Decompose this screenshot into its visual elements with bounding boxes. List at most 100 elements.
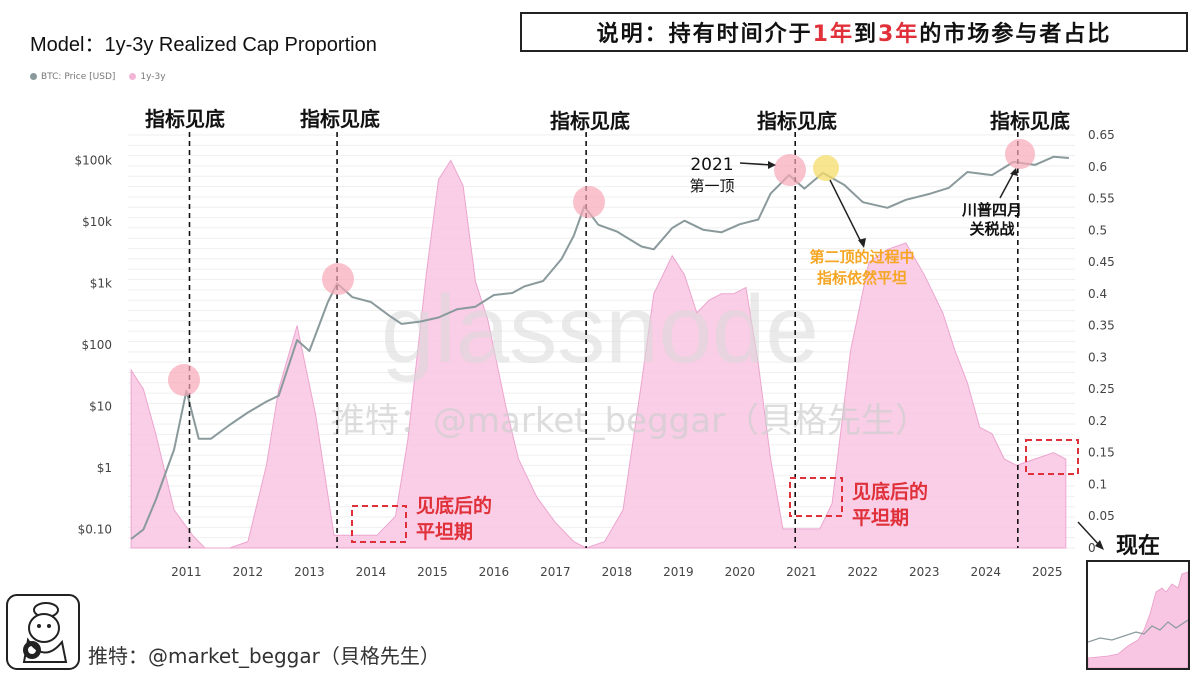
x-tick-label: 2015	[417, 565, 448, 579]
highlight-circle-2025	[1005, 139, 1035, 169]
highlight-circle-2017	[573, 186, 605, 218]
avatar	[6, 594, 80, 670]
avatar-body	[22, 637, 68, 663]
now-label: 现在	[1116, 534, 1161, 559]
price-series-line	[130, 155, 1069, 540]
x-tick-label: 2024	[971, 565, 1002, 579]
inset-price	[1088, 619, 1188, 643]
peak-2021-arrowhead	[768, 161, 776, 169]
legend-dot-price	[30, 73, 37, 80]
x-tick-label: 2023	[909, 565, 940, 579]
x-tick-label: 2011	[171, 565, 202, 579]
tariff-arrow	[999, 171, 1015, 199]
bottom-label-2: 指标见底	[300, 107, 380, 131]
current-box-2025	[1025, 439, 1079, 475]
legend-label-ratio: 1y-3y	[140, 72, 166, 82]
tariff-label-line2: 关税战	[969, 220, 1014, 238]
second-top-arrow	[829, 179, 863, 245]
right-tick-label: 0.5	[1088, 223, 1107, 237]
x-tick-label: 2021	[786, 565, 817, 579]
right-tick-label: 0.6	[1088, 160, 1107, 174]
x-tick-label: 2017	[540, 565, 571, 579]
axis-layer: 2011 2012 2013 2014 2015 2016 2017 2018 2019 2020…	[75, 128, 1115, 579]
explanation-highlight-3y: 3年	[878, 22, 920, 47]
peak-2021-year: 2021	[690, 155, 733, 175]
avatar-face	[28, 613, 60, 643]
right-tick-label: 0.15	[1088, 446, 1115, 460]
right-tick-label: 0.1	[1088, 478, 1107, 492]
explanation-highlight-1y: 1年	[812, 22, 854, 47]
left-tick-label: $1k	[90, 277, 112, 291]
right-tick-label: 0.25	[1088, 382, 1115, 396]
right-tick-label: 0.4	[1088, 287, 1107, 301]
now-arrowhead	[1095, 540, 1104, 550]
explanation-prefix: 说明：持有时间介于	[596, 22, 813, 47]
left-tick-label: $0.10	[78, 523, 112, 537]
left-tick-label: $1	[97, 461, 112, 475]
annotation-layer: 指标见底 指标见底 指标见底 指标见底 指标见底 2021 第一顶 川普四月 关…	[145, 107, 1104, 550]
explanation-mid: 到	[853, 22, 878, 47]
x-tick-label: 2025	[1032, 565, 1063, 579]
bottom-label-3: 指标见底	[550, 109, 630, 133]
highlight-circle-2021b	[813, 155, 839, 181]
x-tick-label: 2019	[663, 565, 694, 579]
bottom-label-1: 指标见底	[145, 107, 225, 131]
right-tick-label: 0.2	[1088, 414, 1107, 428]
explanation-suffix: 的市场参与者占比	[919, 22, 1112, 47]
inset-area	[1088, 571, 1188, 668]
second-top-line2: 指标依然平坦	[817, 269, 907, 287]
now-arrow	[1077, 521, 1101, 547]
x-tick-label: 2016	[479, 565, 510, 579]
right-tick-label: 0.45	[1088, 255, 1115, 269]
watermark-glassnode: glassnode	[381, 276, 819, 383]
left-tick-label: $10k	[82, 215, 112, 229]
footer-handle: 推特：@market_beggar（貝格先生）	[88, 644, 440, 668]
right-tick-label: 0.55	[1088, 192, 1115, 206]
explanation-box: 说明：持有时间介于 1年 到 3年 的市场参与者占比	[520, 12, 1188, 52]
model-title: Model：1y-3y Realized Cap Proportion	[30, 34, 377, 56]
right-tick-label: 0.3	[1088, 350, 1107, 364]
flat-period-label-1-line1: 见底后的	[416, 494, 492, 517]
left-tick-label: $10	[89, 400, 112, 414]
flat-period-label-1-line2: 平坦期	[416, 521, 473, 543]
x-tick-label: 2012	[233, 565, 264, 579]
ratio-area-layer	[130, 159, 1067, 549]
tariff-arrowhead	[1010, 168, 1018, 176]
inset-zoom-chart	[1086, 560, 1190, 670]
right-tick-label: 0.65	[1088, 128, 1115, 142]
x-tick-label: 2022	[848, 565, 879, 579]
ratio-series-area	[130, 159, 1067, 549]
bottom-label-5: 指标见底	[990, 109, 1070, 133]
highlight-circle-2021	[774, 154, 806, 186]
watermark-layer: glassnode 推特：@market_beggar（貝格先生）	[331, 276, 929, 441]
avatar-eye-right	[47, 624, 51, 628]
avatar-eye-left	[37, 624, 41, 628]
second-top-arrowhead	[858, 238, 866, 248]
left-tick-label: $100k	[75, 154, 113, 168]
x-tick-label: 2013	[294, 565, 325, 579]
right-tick-label: 0.05	[1088, 509, 1115, 523]
x-tick-label: 2020	[725, 565, 756, 579]
chart-legend: BTC: Price [USD] 1y-3y	[30, 72, 166, 82]
second-top-line1: 第二顶的过程中	[809, 248, 914, 266]
highlight-circle-2011	[168, 364, 200, 396]
legend-item-ratio: 1y-3y	[129, 72, 166, 82]
legend-label-price: BTC: Price [USD]	[41, 72, 116, 82]
inset-svg	[1088, 562, 1188, 668]
flat-period-label-2-line2: 平坦期	[852, 507, 909, 529]
watermark-handle: 推特：@market_beggar（貝格先生）	[331, 401, 929, 441]
left-tick-label: $100	[81, 338, 112, 352]
highlight-circle-2013	[322, 263, 354, 295]
right-tick-label: 0.35	[1088, 319, 1115, 333]
peak-2021-arrow	[739, 162, 773, 166]
right-tick-label: 0	[1088, 541, 1096, 555]
price-line-layer	[130, 155, 1069, 540]
flat-period-label-2-line1: 见底后的	[852, 480, 928, 503]
legend-dot-ratio	[129, 73, 137, 80]
x-tick-label: 2018	[602, 565, 633, 579]
legend-item-price: BTC: Price [USD]	[30, 72, 115, 82]
tariff-label-line1: 川普四月	[961, 201, 1022, 219]
flat-period-box-2014	[351, 505, 407, 543]
flat-period-box-2021	[789, 477, 843, 517]
